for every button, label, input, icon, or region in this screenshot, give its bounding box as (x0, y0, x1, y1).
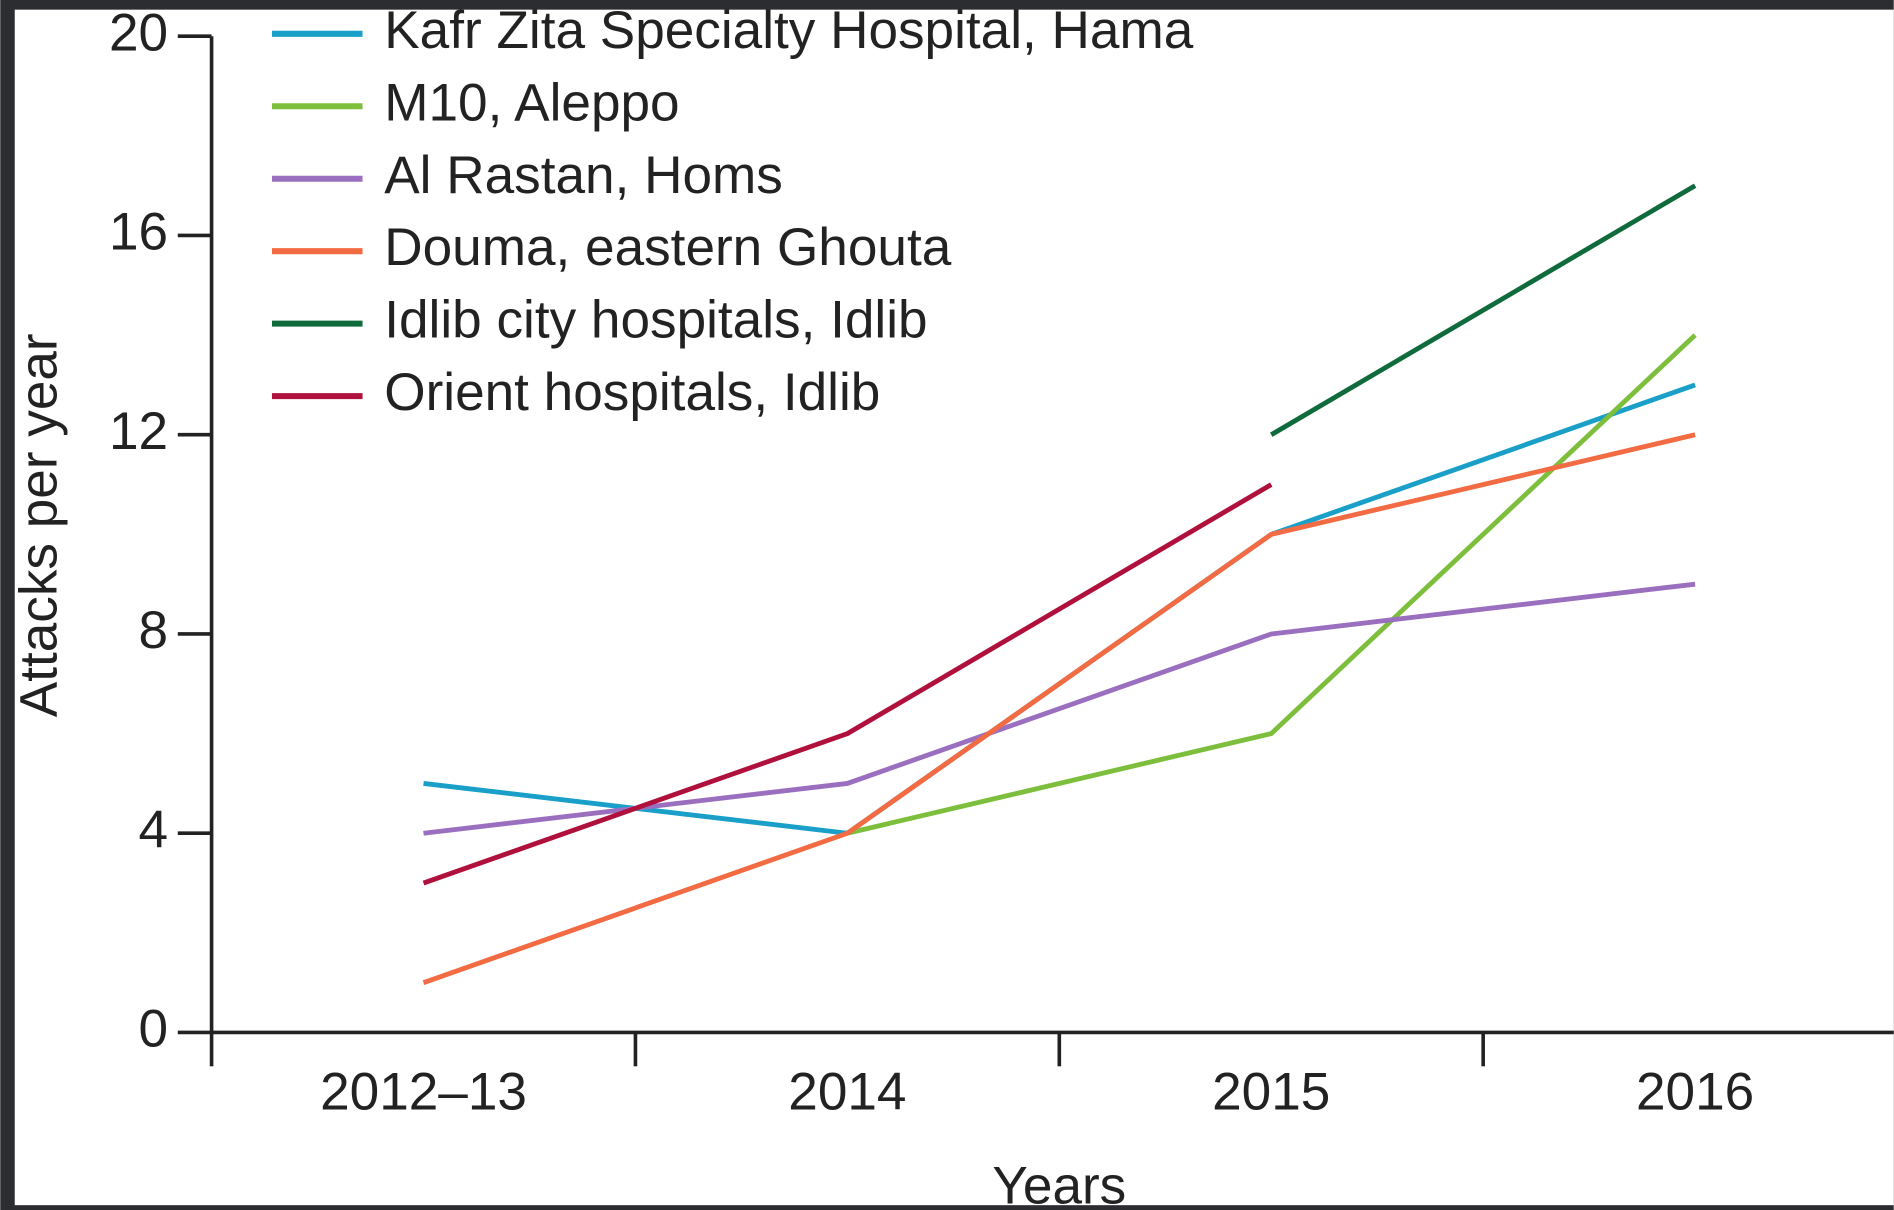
y-axis-label: Attacks per year (10, 333, 69, 717)
legend-label: Orient hospitals, Idlib (384, 363, 880, 422)
x-tick-label: 2015 (1212, 1062, 1330, 1121)
series-line (1270, 183, 1697, 437)
legend-label: M10, Aleppo (384, 73, 679, 132)
y-tick-label: 16 (109, 203, 168, 262)
legend-label: Al Rastan, Homs (384, 146, 783, 205)
legend-label: Idlib city hospitals, Idlib (384, 291, 927, 350)
y-tick-label: 12 (109, 402, 168, 461)
y-tick-label: 0 (139, 1000, 169, 1059)
y-tick-label: 8 (139, 601, 169, 660)
y-tick-label: 4 (139, 800, 169, 859)
x-tick-label: 2016 (1636, 1062, 1754, 1121)
x-axis-label: Years (992, 1157, 1126, 1210)
legend-label: Douma, eastern Ghouta (384, 218, 951, 277)
y-tick-label: 20 (109, 3, 168, 62)
x-tick-label: 2014 (788, 1062, 906, 1121)
series-line (422, 432, 1696, 985)
legend-label: Kafr Zita Specialty Hospital, Hama (384, 1, 1193, 60)
series-line (422, 482, 1273, 886)
x-tick-label: 2012–13 (320, 1062, 527, 1121)
plot-background (14, 9, 1894, 1206)
